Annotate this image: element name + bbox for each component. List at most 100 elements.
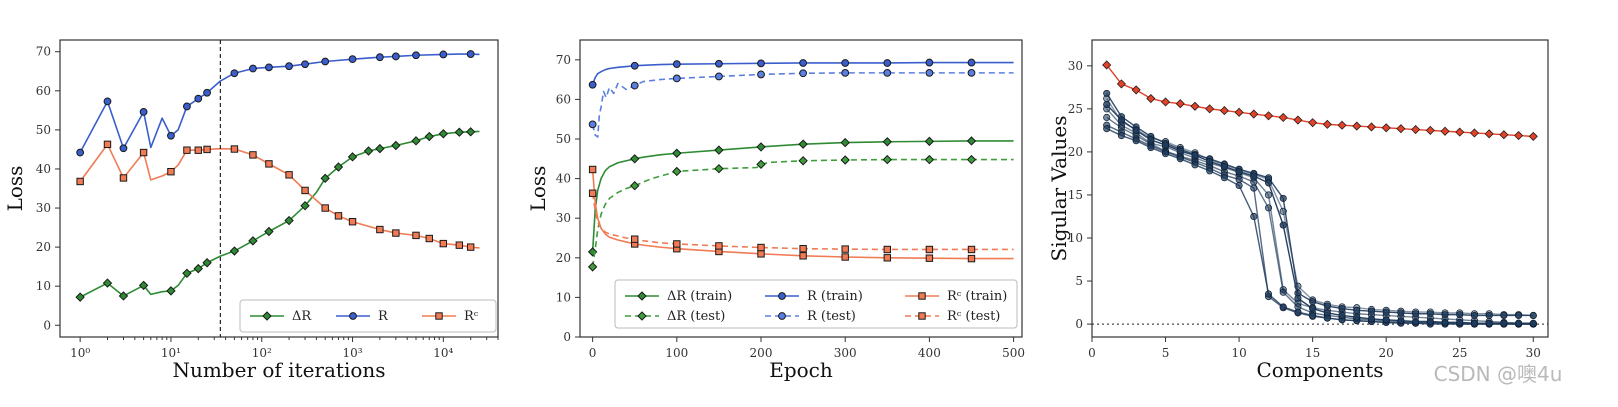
data-point bbox=[229, 246, 240, 256]
data-point bbox=[103, 140, 112, 149]
data-point bbox=[798, 139, 808, 149]
data-point bbox=[1529, 311, 1537, 320]
data-point bbox=[1441, 311, 1449, 319]
data-point bbox=[1264, 191, 1273, 199]
data-point bbox=[1456, 318, 1464, 326]
data-point bbox=[883, 68, 892, 77]
series-line bbox=[1106, 98, 1534, 317]
data-point bbox=[1250, 172, 1258, 180]
data-point bbox=[672, 74, 681, 83]
data-point bbox=[1500, 319, 1508, 327]
data-point bbox=[1235, 181, 1243, 190]
data-point bbox=[1426, 317, 1434, 326]
series-line bbox=[1106, 104, 1534, 324]
legend-label: Rᶜ (train) bbox=[947, 289, 1007, 304]
y-tick-label: 5 bbox=[1075, 274, 1083, 288]
legend-marker bbox=[778, 292, 786, 300]
data-point bbox=[76, 177, 84, 186]
y-tick-label: 0 bbox=[43, 318, 51, 332]
data-point bbox=[1412, 310, 1420, 318]
legend-label: ΔR bbox=[292, 309, 312, 324]
data-point bbox=[203, 145, 211, 154]
data-point bbox=[203, 88, 211, 97]
data-point bbox=[1485, 311, 1493, 320]
data-point bbox=[321, 57, 330, 66]
chart-panel-epoch: 0 100 200 300 400 500 0 10 20 30 40 50 60 70 Epoch Loss… bbox=[526, 39, 1025, 382]
data-point bbox=[1103, 101, 1111, 109]
data-point bbox=[265, 63, 273, 72]
y-tick-label: 40 bbox=[556, 172, 571, 186]
data-point bbox=[139, 148, 148, 157]
data-point bbox=[1485, 319, 1493, 327]
data-point bbox=[1455, 127, 1465, 137]
data-point bbox=[320, 173, 330, 184]
data-point bbox=[1263, 111, 1274, 121]
data-point bbox=[966, 136, 977, 146]
data-point bbox=[588, 165, 597, 174]
y-tick-label: 70 bbox=[36, 45, 51, 59]
data-point bbox=[925, 254, 934, 262]
data-point bbox=[1337, 120, 1347, 130]
series-line bbox=[1106, 128, 1534, 325]
data-point bbox=[1367, 315, 1376, 323]
data-point bbox=[1515, 319, 1523, 327]
legend-marker bbox=[262, 311, 272, 321]
data-point bbox=[265, 160, 273, 168]
data-point bbox=[1382, 316, 1390, 324]
data-point bbox=[587, 262, 598, 272]
y-tick-label: 60 bbox=[556, 92, 571, 106]
x-tick-label: 400 bbox=[918, 346, 941, 360]
series-line bbox=[1106, 64, 1534, 138]
data-point bbox=[301, 186, 309, 195]
data-point bbox=[1499, 130, 1509, 140]
x-tick-label: 20 bbox=[1379, 346, 1394, 360]
data-point bbox=[1309, 305, 1317, 313]
data-point bbox=[799, 244, 807, 253]
data-point bbox=[1117, 132, 1125, 140]
data-point bbox=[1116, 79, 1126, 89]
data-point bbox=[118, 291, 129, 301]
data-point bbox=[1176, 155, 1184, 163]
data-point bbox=[799, 69, 808, 78]
y-tick-label: 30 bbox=[36, 201, 51, 215]
data-point bbox=[392, 229, 400, 237]
data-point bbox=[757, 243, 765, 252]
data-point bbox=[1470, 311, 1479, 320]
x-tick-label: 0 bbox=[1088, 346, 1096, 360]
data-point bbox=[334, 212, 343, 220]
data-point bbox=[1366, 122, 1377, 132]
data-point bbox=[363, 146, 374, 156]
data-point bbox=[1338, 305, 1346, 313]
data-point bbox=[1338, 311, 1346, 320]
legend-marker bbox=[918, 312, 926, 320]
data-point bbox=[375, 53, 384, 62]
data-point bbox=[1381, 123, 1391, 133]
data-point bbox=[1294, 308, 1302, 316]
data-point bbox=[883, 245, 891, 254]
x-tick-label: 15 bbox=[1305, 346, 1320, 360]
data-point bbox=[841, 68, 850, 77]
data-point bbox=[841, 245, 849, 253]
data-point bbox=[1382, 308, 1390, 316]
data-point bbox=[1367, 307, 1376, 315]
data-point bbox=[1205, 104, 1215, 114]
x-axis-label: Components bbox=[1256, 358, 1383, 382]
legend-marker bbox=[778, 312, 786, 320]
data-point bbox=[672, 166, 682, 177]
data-point bbox=[333, 162, 344, 172]
x-tick-label: 500 bbox=[1002, 346, 1025, 360]
data-point bbox=[1515, 311, 1523, 320]
x-tick-label: 200 bbox=[750, 346, 773, 360]
data-point bbox=[300, 200, 310, 211]
data-point bbox=[883, 59, 892, 67]
x-tick-label: 10² bbox=[252, 346, 272, 360]
data-point bbox=[925, 58, 934, 67]
data-point bbox=[1161, 150, 1170, 158]
legend-marker bbox=[637, 311, 647, 321]
data-point bbox=[630, 154, 640, 164]
data-point bbox=[840, 155, 850, 165]
data-point bbox=[1425, 125, 1435, 135]
series-line bbox=[1106, 108, 1534, 325]
data-point bbox=[1411, 124, 1421, 135]
data-point bbox=[924, 136, 935, 147]
